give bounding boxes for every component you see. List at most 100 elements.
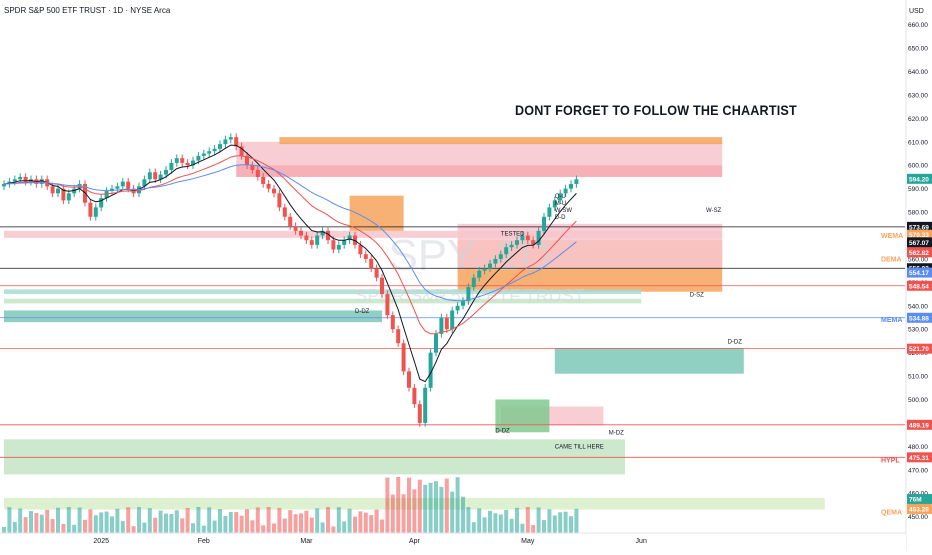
candle-body[interactable] bbox=[282, 207, 287, 217]
candle-body[interactable] bbox=[12, 179, 17, 182]
candle-body[interactable] bbox=[293, 226, 298, 231]
candle-body[interactable] bbox=[493, 258, 498, 264]
candle-body[interactable] bbox=[461, 301, 465, 306]
candle-body[interactable] bbox=[255, 169, 260, 177]
candle-body[interactable] bbox=[104, 191, 109, 199]
candle-body[interactable] bbox=[18, 176, 23, 180]
candle-body[interactable] bbox=[153, 172, 158, 180]
candle-body[interactable] bbox=[174, 158, 179, 163]
candle-body[interactable] bbox=[56, 188, 60, 194]
candle-body[interactable] bbox=[50, 186, 55, 194]
candle-body[interactable] bbox=[417, 404, 422, 423]
candle-body[interactable] bbox=[212, 148, 217, 152]
candle-body[interactable] bbox=[196, 155, 201, 161]
candle-body[interactable] bbox=[450, 310, 455, 330]
candle-body[interactable] bbox=[93, 207, 98, 217]
candle-body[interactable] bbox=[444, 317, 449, 330]
candle-body[interactable] bbox=[234, 137, 239, 147]
candle-body[interactable] bbox=[309, 240, 314, 245]
candle-body[interactable] bbox=[396, 329, 401, 344]
candle-body[interactable] bbox=[471, 277, 476, 288]
candle-body[interactable] bbox=[569, 183, 573, 189]
candle-body[interactable] bbox=[509, 244, 514, 248]
candle-body[interactable] bbox=[245, 155, 249, 166]
candle-body[interactable] bbox=[428, 352, 433, 388]
candle-body[interactable] bbox=[2, 183, 6, 187]
candle-body[interactable] bbox=[66, 193, 71, 201]
candle-body[interactable] bbox=[369, 258, 374, 269]
candle-body[interactable] bbox=[520, 235, 525, 241]
candle-body[interactable] bbox=[228, 137, 233, 140]
candle-body[interactable] bbox=[147, 172, 152, 180]
candle-body[interactable] bbox=[477, 270, 482, 278]
candle-body[interactable] bbox=[223, 139, 228, 145]
candle-body[interactable] bbox=[363, 254, 368, 259]
candle-body[interactable] bbox=[326, 230, 330, 241]
candle-body[interactable] bbox=[531, 240, 536, 245]
candle-body[interactable] bbox=[126, 181, 131, 189]
candle-body[interactable] bbox=[423, 387, 428, 423]
candle-body[interactable] bbox=[201, 153, 206, 156]
candle-body[interactable] bbox=[164, 169, 168, 175]
candle-body[interactable] bbox=[407, 371, 411, 388]
candle-body[interactable] bbox=[250, 165, 255, 170]
candle-body[interactable] bbox=[542, 216, 546, 231]
candle-body[interactable] bbox=[331, 240, 336, 250]
candle-body[interactable] bbox=[142, 179, 147, 187]
candle-body[interactable] bbox=[434, 333, 438, 353]
candle-body[interactable] bbox=[455, 305, 460, 311]
candle-body[interactable] bbox=[498, 254, 503, 259]
candle-body[interactable] bbox=[169, 162, 174, 170]
volume-bar bbox=[412, 489, 417, 533]
candle-body[interactable] bbox=[336, 244, 341, 250]
candle-body[interactable] bbox=[23, 176, 28, 182]
candle-body[interactable] bbox=[563, 188, 568, 194]
candle-body[interactable] bbox=[401, 343, 406, 372]
candle-body[interactable] bbox=[191, 160, 195, 166]
candle-body[interactable] bbox=[347, 235, 352, 241]
candle-body[interactable] bbox=[547, 207, 552, 217]
candle-body[interactable] bbox=[218, 144, 222, 149]
candle-body[interactable] bbox=[88, 202, 93, 217]
candle-body[interactable] bbox=[552, 200, 557, 208]
candle-body[interactable] bbox=[342, 240, 347, 245]
candle-body[interactable] bbox=[277, 193, 282, 208]
candle-body[interactable] bbox=[374, 268, 379, 278]
candle-body[interactable] bbox=[99, 198, 104, 208]
candle-body[interactable] bbox=[120, 181, 125, 187]
candle-body[interactable] bbox=[185, 162, 190, 166]
time-axis[interactable] bbox=[0, 533, 906, 550]
candle-body[interactable] bbox=[180, 158, 185, 163]
candle-body[interactable] bbox=[266, 183, 271, 189]
candle-body[interactable] bbox=[525, 235, 530, 241]
candle-body[interactable] bbox=[272, 188, 276, 194]
candle-body[interactable] bbox=[380, 277, 384, 295]
candle-body[interactable] bbox=[488, 263, 492, 269]
candle-body[interactable] bbox=[412, 387, 417, 405]
y-tick-label: 510.00 bbox=[908, 374, 928, 381]
candle-body[interactable] bbox=[504, 247, 509, 255]
candle-body[interactable] bbox=[288, 216, 293, 227]
candle-body[interactable] bbox=[515, 240, 519, 245]
candle-body[interactable] bbox=[482, 268, 487, 271]
candle-body[interactable] bbox=[536, 230, 541, 245]
candle-body[interactable] bbox=[390, 315, 395, 330]
candle-body[interactable] bbox=[439, 317, 444, 334]
candle-body[interactable] bbox=[466, 287, 471, 302]
candle-body[interactable] bbox=[115, 186, 120, 189]
candle-body[interactable] bbox=[558, 193, 563, 201]
candle-body[interactable] bbox=[299, 230, 303, 236]
candle-body[interactable] bbox=[158, 174, 163, 180]
candle-body[interactable] bbox=[315, 235, 320, 245]
candle-body[interactable] bbox=[261, 176, 266, 184]
candle-body[interactable] bbox=[207, 151, 212, 154]
candle-body[interactable] bbox=[385, 294, 390, 316]
candle-body[interactable] bbox=[320, 230, 325, 236]
candle-body[interactable] bbox=[358, 244, 363, 255]
candle-body[interactable] bbox=[239, 146, 244, 156]
candle-body[interactable] bbox=[574, 179, 579, 184]
candle-body[interactable] bbox=[61, 188, 66, 201]
candle-body[interactable] bbox=[304, 235, 309, 241]
